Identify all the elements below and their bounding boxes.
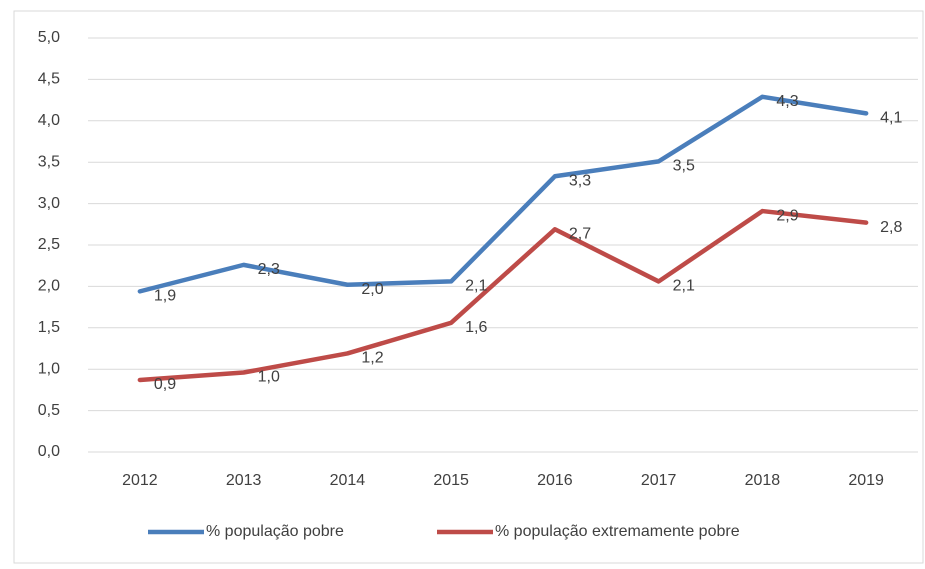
data-label: 3,5 bbox=[673, 158, 695, 175]
data-label: 0,9 bbox=[154, 376, 176, 393]
data-label: 4,1 bbox=[880, 110, 902, 127]
y-tick-label: 5,0 bbox=[38, 29, 60, 46]
y-tick-label: 3,5 bbox=[38, 153, 60, 170]
y-tick-label: 1,5 bbox=[38, 319, 60, 336]
x-tick-label: 2012 bbox=[122, 472, 158, 489]
x-tick-label: 2015 bbox=[433, 472, 469, 489]
data-label: 2,0 bbox=[361, 281, 383, 298]
data-label: 2,1 bbox=[465, 278, 487, 295]
y-tick-label: 2,5 bbox=[38, 236, 60, 253]
data-label: 2,3 bbox=[258, 261, 280, 278]
y-tick-label: 0,5 bbox=[38, 402, 60, 419]
legend-label: % população extremamente pobre bbox=[495, 523, 740, 540]
y-tick-label: 4,5 bbox=[38, 71, 60, 88]
chart-border bbox=[13, 10, 924, 564]
x-tick-label: 2018 bbox=[745, 472, 781, 489]
legend-label: % população pobre bbox=[206, 523, 344, 540]
series-line bbox=[137, 94, 869, 294]
x-tick-label: 2019 bbox=[848, 472, 884, 489]
x-tick-label: 2017 bbox=[641, 472, 677, 489]
y-tick-label: 4,0 bbox=[38, 112, 60, 129]
data-label: 2,7 bbox=[569, 225, 591, 242]
y-tick-label: 2,0 bbox=[38, 278, 60, 295]
data-label: 2,9 bbox=[776, 207, 798, 224]
data-label: 1,6 bbox=[465, 319, 487, 336]
data-label: 1,0 bbox=[258, 369, 280, 386]
x-tick-label: 2014 bbox=[330, 472, 366, 489]
data-label: 1,9 bbox=[154, 288, 176, 305]
data-label: 1,2 bbox=[361, 350, 383, 367]
data-label: 2,8 bbox=[880, 219, 902, 236]
data-label: 3,3 bbox=[569, 172, 591, 189]
y-tick-label: 3,0 bbox=[38, 195, 60, 212]
x-tick-label: 2013 bbox=[226, 472, 262, 489]
data-label: 4,3 bbox=[776, 93, 798, 110]
x-tick-label: 2016 bbox=[537, 472, 573, 489]
series-line bbox=[137, 208, 869, 383]
data-label: 2,1 bbox=[673, 278, 695, 295]
y-tick-label: 0,0 bbox=[38, 443, 60, 460]
y-tick-label: 1,0 bbox=[38, 360, 60, 377]
